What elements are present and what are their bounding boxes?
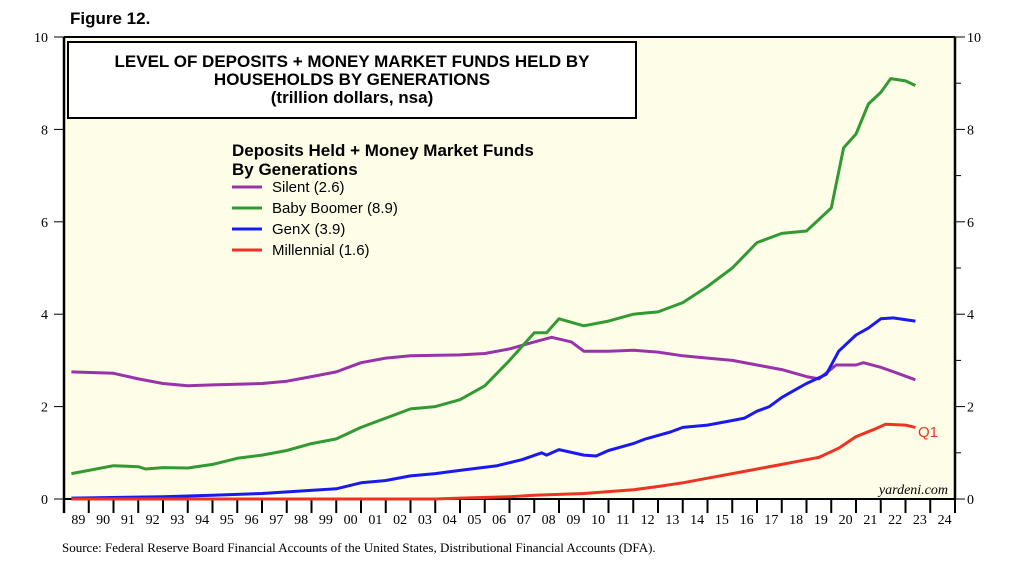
source-note: Source: Federal Reserve Board Financial … [62, 540, 656, 555]
x-tick-label: 08 [542, 513, 556, 528]
x-tick-label: 11 [616, 513, 629, 528]
x-tick-label: 22 [888, 513, 902, 528]
x-tick-label: 19 [814, 513, 828, 528]
right-y-tick-label: 6 [967, 216, 974, 231]
x-tick-label: 18 [789, 513, 803, 528]
series-line-baby [71, 77, 917, 476]
legend-label: GenX (3.9) [272, 221, 345, 238]
right-y-tick-label: 4 [967, 308, 974, 323]
legend-title-line: Deposits Held + Money Market Funds [232, 141, 534, 160]
chart-title-line: (trillion dollars, nsa) [271, 88, 433, 107]
legend-label: Silent (2.6) [272, 179, 345, 196]
q1-annotation: Q1 [918, 424, 938, 441]
left-y-tick-label: 4 [41, 308, 48, 323]
left-y-tick-label: 8 [41, 123, 48, 138]
x-tick-label: 98 [294, 513, 308, 528]
x-tick-label: 97 [269, 513, 283, 528]
title-box [67, 41, 637, 119]
x-tick-label: 00 [344, 513, 358, 528]
right-y-tick-label: 8 [967, 123, 974, 138]
x-tick-label: 99 [319, 513, 333, 528]
x-tick-label: 92 [146, 513, 160, 528]
right-y-tick-label: 0 [967, 493, 974, 508]
x-tick-label: 10 [591, 513, 605, 528]
x-tick-label: 16 [740, 513, 754, 528]
x-tick-label: 17 [764, 513, 778, 528]
x-tick-label: 12 [641, 513, 655, 528]
series-line-millennial [71, 422, 916, 501]
x-tick-label: 20 [839, 513, 853, 528]
x-tick-label: 23 [913, 513, 927, 528]
x-tick-label: 90 [96, 513, 110, 528]
chart-title-line: LEVEL OF DEPOSITS + MONEY MARKET FUNDS H… [115, 52, 591, 71]
legend-title-line: By Generations [232, 160, 358, 179]
x-tick-label: 94 [195, 513, 209, 528]
x-tick-label: 21 [863, 513, 877, 528]
x-tick-label: 09 [566, 513, 580, 528]
x-tick-label: 89 [71, 513, 85, 528]
x-tick-label: 96 [245, 513, 259, 528]
right-y-tick-label: 10 [967, 31, 981, 46]
x-tick-label: 04 [443, 513, 457, 528]
x-tick-label: 95 [220, 513, 234, 528]
x-tick-label: 13 [665, 513, 679, 528]
left-y-tick-label: 6 [41, 216, 48, 231]
left-y-tick-label: 10 [34, 31, 48, 46]
x-tick-label: 01 [368, 513, 382, 528]
legend-label: Millennial (1.6) [272, 242, 370, 259]
series-line-genx [71, 316, 916, 500]
legend-label: Baby Boomer (8.9) [272, 200, 398, 217]
left-y-tick-label: 0 [41, 493, 48, 508]
x-tick-label: 15 [715, 513, 729, 528]
x-tick-label: 02 [393, 513, 407, 528]
x-tick-label: 93 [170, 513, 184, 528]
right-y-tick-label: 2 [967, 401, 974, 416]
x-tick-label: 91 [121, 513, 135, 528]
x-tick-label: 24 [938, 513, 952, 528]
chart-title-line: HOUSEHOLDS BY GENERATIONS [214, 70, 490, 89]
x-tick-label: 06 [492, 513, 506, 528]
figure-label: Figure 12. [70, 9, 151, 28]
left-y-tick-label: 2 [41, 401, 48, 416]
x-tick-label: 03 [418, 513, 432, 528]
x-tick-label: 07 [517, 513, 531, 528]
x-tick-label: 14 [690, 513, 704, 528]
watermark: yardeni.com [877, 483, 948, 498]
x-tick-label: 05 [467, 513, 481, 528]
